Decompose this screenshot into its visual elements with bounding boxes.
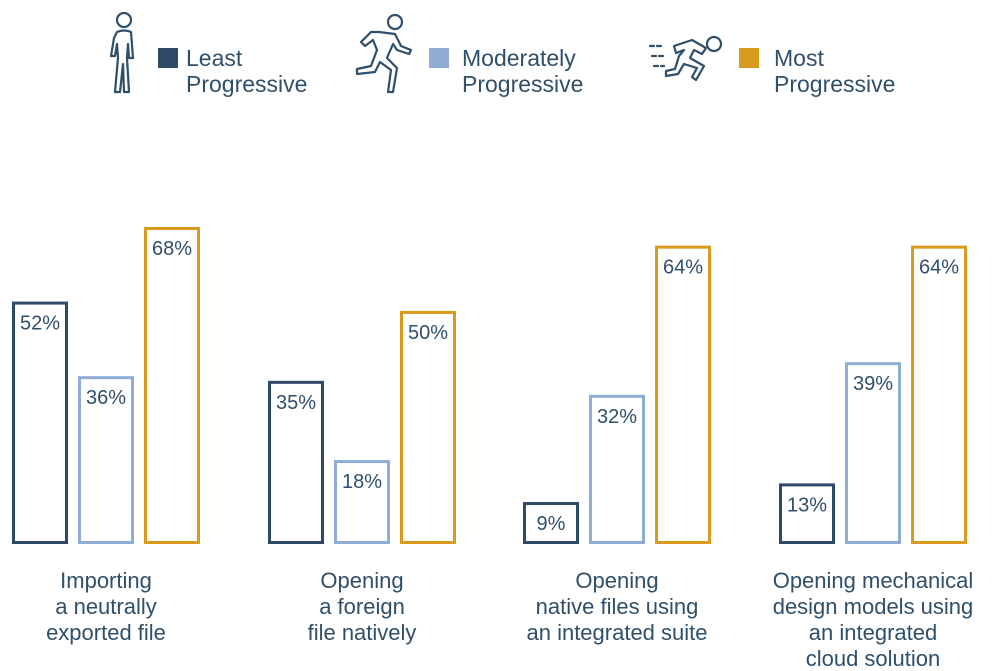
category-label-line: Opening: [575, 568, 658, 593]
category-label-line: Opening: [320, 568, 403, 593]
bar-value-label: 52%: [20, 313, 60, 335]
legend-swatch-most: [739, 48, 759, 68]
running-person-icon: [355, 13, 413, 94]
bar: [655, 245, 711, 544]
legend-label-moderate: Moderately Progressive: [462, 45, 632, 97]
legend-label-least: Least Progressive: [186, 45, 356, 97]
legend-swatch-moderate: [429, 48, 449, 68]
category-label-line: an integrated: [809, 620, 937, 645]
category-label: Opening native files using an integrated s…: [526, 568, 707, 645]
bar: [911, 245, 967, 544]
legend-line2: Progressive: [774, 71, 896, 97]
category-label-line: Importing: [60, 568, 152, 593]
legend-line2: Progressive: [186, 71, 308, 97]
category-label-line: exported file: [46, 620, 166, 645]
bar-chart: 52% 36% 68% Importing a neutrally exported fi…: [12, 227, 974, 671]
legend-line2: Progressive: [462, 71, 584, 97]
category-label: Opening mechanical design models using an …: [773, 568, 974, 671]
bar-value-label: 13%: [787, 494, 827, 516]
legend-line1: Most: [774, 45, 824, 71]
walking-person-icon: [109, 11, 135, 94]
category-label: Importing a neutrally exported file: [46, 568, 166, 645]
bar: [12, 301, 68, 544]
legend-line1: Least: [186, 45, 243, 71]
legend: Least Progressive Moderately Progressive: [0, 0, 992, 110]
category-label-line: native files using: [536, 594, 699, 619]
category-label-line: a foreign: [319, 594, 405, 619]
bar-value-label: 18%: [342, 471, 382, 493]
legend-swatch-least: [158, 48, 178, 68]
bar: [144, 227, 200, 544]
bar-value-label: 9%: [537, 513, 566, 535]
bar: [78, 376, 134, 545]
category-label-line: file natively: [308, 620, 417, 645]
category-label-line: an integrated suite: [526, 620, 707, 645]
bar-value-label: 36%: [86, 387, 126, 409]
bar: [523, 502, 579, 545]
category-label-line: design models using: [773, 594, 974, 619]
bar-value-label: 35%: [276, 392, 316, 414]
bar-value-label: 64%: [663, 257, 703, 279]
bar: [845, 362, 901, 544]
category-label: Opening a foreign file natively: [308, 568, 417, 645]
bar: [589, 394, 645, 544]
bar: [268, 380, 324, 544]
category-label-line: a neutrally: [55, 594, 157, 619]
bar: [779, 483, 835, 545]
bar: [400, 310, 456, 544]
bar-value-label: 50%: [408, 322, 448, 344]
bar-value-label: 39%: [853, 373, 893, 395]
bar-value-label: 32%: [597, 406, 637, 428]
category-label-line: cloud solution: [806, 646, 941, 671]
category-label-line: Opening mechanical: [773, 568, 974, 593]
legend-label-most: Most Progressive: [774, 45, 944, 97]
bar-value-label: 68%: [152, 238, 192, 260]
legend-line1: Moderately: [462, 45, 576, 71]
sprinting-person-icon: [648, 35, 723, 82]
bar: [334, 460, 390, 544]
bar-value-label: 64%: [919, 257, 959, 279]
